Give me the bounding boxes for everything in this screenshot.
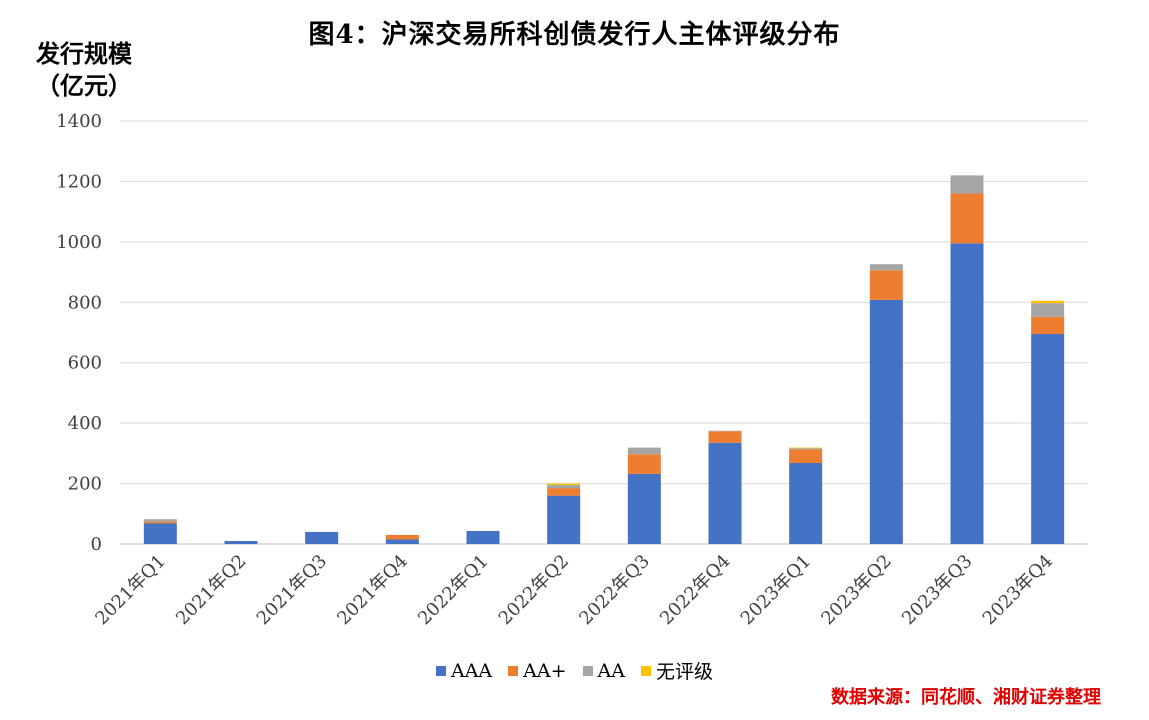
- legend-swatch: [435, 665, 446, 676]
- legend-label: AA: [597, 659, 625, 682]
- y-tick-label: 800: [68, 292, 102, 313]
- x-tick-label: 2023年Q1: [737, 551, 816, 630]
- bar-segment: [869, 270, 903, 300]
- legend-label: AA+: [523, 659, 567, 682]
- bar-segment: [385, 534, 419, 540]
- x-tick-label: 2022年Q1: [414, 551, 493, 630]
- legend-swatch: [582, 665, 593, 676]
- x-tick-label: 2023年Q4: [979, 551, 1058, 630]
- bar-segment: [1031, 300, 1065, 304]
- x-tick-label: 2022年Q2: [495, 551, 574, 630]
- bar-segment: [143, 521, 177, 524]
- legend-label: 无评级: [655, 661, 713, 683]
- legend-label: AAA: [450, 659, 493, 682]
- bar-segment: [950, 243, 984, 544]
- legend-swatch: [508, 665, 519, 676]
- bar-segment: [547, 488, 581, 496]
- legend: AAA AA+ AA 无评级: [0, 657, 1149, 684]
- bar-segment: [789, 463, 823, 544]
- bar-segment: [547, 483, 581, 486]
- y-axis-label-line1: 发行规模: [36, 39, 132, 68]
- y-axis-label: 发行规模 （亿元）: [36, 38, 132, 102]
- y-tick-label: 600: [68, 353, 102, 374]
- legend-item: AA+: [508, 659, 567, 682]
- bar-segment: [466, 531, 500, 544]
- bar-segment: [1031, 334, 1065, 544]
- bar-segment: [547, 485, 581, 489]
- x-tick-label: 2021年Q4: [333, 551, 412, 630]
- bar-segment: [789, 448, 823, 450]
- y-axis-label-line2: （亿元）: [36, 71, 132, 100]
- x-tick-label: 2023年Q3: [898, 551, 977, 630]
- x-tick-label: 2021年Q2: [172, 551, 251, 630]
- bar-segment: [950, 193, 984, 244]
- bar-segment: [1031, 303, 1065, 317]
- y-tick-label: 1400: [56, 111, 102, 132]
- y-tick-label: 1200: [56, 171, 102, 192]
- bar-segment: [789, 447, 823, 449]
- x-tick-label: 2021年Q1: [91, 551, 170, 630]
- bar-segment: [547, 495, 581, 544]
- bar-segment: [708, 431, 742, 443]
- bar-segment: [708, 430, 742, 432]
- legend-item: 无评级: [640, 657, 713, 684]
- y-tick-label: 400: [68, 413, 102, 434]
- legend-item: AAA: [435, 659, 493, 682]
- x-tick-label: 2021年Q3: [253, 551, 332, 630]
- y-tick-label: 200: [68, 474, 102, 495]
- chart-title: 图4：沪深交易所科创债发行人主体评级分布: [308, 20, 841, 50]
- bar-segment: [708, 442, 742, 544]
- legend-item: AA: [582, 659, 625, 682]
- bar-segment: [627, 454, 661, 474]
- bar-segment: [143, 519, 177, 522]
- bar-segment: [789, 449, 823, 464]
- x-tick-label: 2022年Q3: [575, 551, 654, 630]
- bar-segment: [1031, 316, 1065, 335]
- legend-swatch: [640, 665, 651, 676]
- bar-segment: [869, 264, 903, 271]
- data-source-note: 数据来源：同花顺、湘财证券整理: [831, 687, 1101, 708]
- bar-segment: [305, 531, 339, 544]
- bar-segment: [627, 473, 661, 544]
- x-tick-label: 2022年Q4: [656, 551, 735, 630]
- bar-segment: [627, 447, 661, 455]
- bar-segment: [385, 539, 419, 544]
- bar-segment: [869, 299, 903, 544]
- bar-segment: [950, 175, 984, 194]
- bar-segment: [143, 523, 177, 544]
- bar-segment: [224, 540, 258, 544]
- y-tick-label: 0: [91, 534, 102, 555]
- x-tick-label: 2023年Q2: [817, 551, 896, 630]
- y-tick-label: 1000: [56, 232, 102, 253]
